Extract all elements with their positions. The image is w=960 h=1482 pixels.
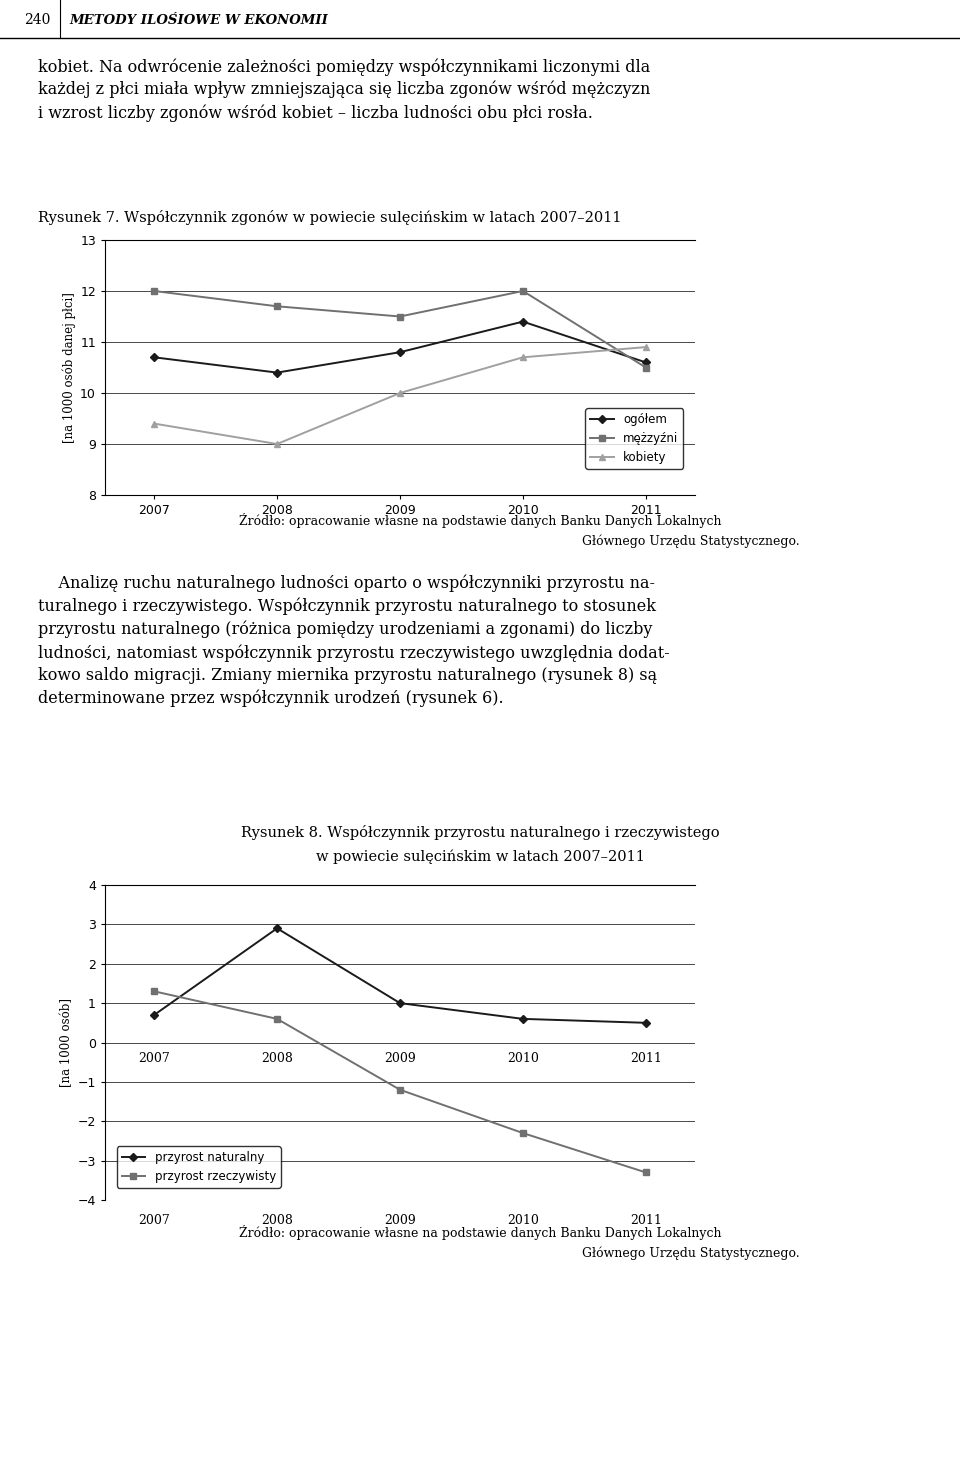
Text: METODY ILOŚIOWE W EKONOMII: METODY ILOŚIOWE W EKONOMII: [69, 13, 328, 27]
kobiety: [640, 338, 652, 356]
ogółem: [272, 363, 283, 381]
mężzyźni: [517, 282, 529, 299]
Line: przyrost naturalny: przyrost naturalny: [151, 925, 649, 1026]
przyrost rzeczywisty: [517, 1125, 529, 1143]
mężzyźni: [640, 359, 652, 376]
kobiety: [149, 415, 160, 433]
Text: 2007: 2007: [138, 1052, 170, 1066]
Text: Rysunek 8. Współczynnik przyrostu naturalnego i rzeczywistego: Rysunek 8. Współczynnik przyrostu natura…: [241, 825, 719, 840]
kobiety: [395, 384, 406, 402]
przyrost rzeczywisty: [640, 1163, 652, 1181]
Text: Głównego Urzędu Statystycznego.: Głównego Urzędu Statystycznego.: [583, 535, 800, 548]
Line: ogółem: ogółem: [151, 319, 649, 376]
Text: 2008: 2008: [261, 1052, 293, 1066]
Text: Głównego Urzędu Statystycznego.: Głównego Urzędu Statystycznego.: [583, 1246, 800, 1261]
Text: w powiecie sulęcińskim w latach 2007–2011: w powiecie sulęcińskim w latach 2007–201…: [316, 851, 644, 864]
przyrost rzeczywisty: [149, 983, 160, 1000]
Text: ludności, natomiast współczynnik przyrostu rzeczywistego uwzględnia dodat-: ludności, natomiast współczynnik przyros…: [38, 645, 670, 661]
przyrost naturalny: [395, 994, 406, 1012]
Text: Analizę ruchu naturalnego ludności oparto o współczynniki przyrostu na-: Analizę ruchu naturalnego ludności opart…: [38, 575, 656, 593]
Text: determinowane przez współczynnik urodzeń (rysunek 6).: determinowane przez współczynnik urodzeń…: [38, 691, 504, 707]
Text: 2010: 2010: [507, 1214, 539, 1227]
mężzyźni: [395, 308, 406, 326]
ogółem: [640, 354, 652, 372]
Text: przyrostu naturalnego (różnica pomiędzy urodzeniami a zgonami) do liczby: przyrostu naturalnego (różnica pomiędzy …: [38, 621, 653, 639]
Line: kobiety: kobiety: [151, 344, 649, 448]
Text: Źródło: opracowanie własne na podstawie danych Banku Danych Lokalnych: Źródło: opracowanie własne na podstawie …: [239, 513, 721, 528]
przyrost naturalny: [149, 1006, 160, 1024]
Text: 2011: 2011: [630, 1052, 661, 1066]
Text: 2011: 2011: [630, 1214, 661, 1227]
Text: turalnego i rzeczywistego. Współczynnik przyrostu naturalnego to stosunek: turalnego i rzeczywistego. Współczynnik …: [38, 599, 657, 615]
ogółem: [149, 348, 160, 366]
przyrost naturalny: [640, 1014, 652, 1031]
przyrost rzeczywisty: [395, 1080, 406, 1098]
Text: każdej z płci miała wpływ zmniejszająca się liczba zgonów wśród mężczyzn: każdej z płci miała wpływ zmniejszająca …: [38, 82, 651, 98]
Text: Źródło: opracowanie własne na podstawie danych Banku Danych Lokalnych: Źródło: opracowanie własne na podstawie …: [239, 1226, 721, 1240]
Text: 240: 240: [24, 13, 50, 27]
Line: mężzyźni: mężzyźni: [151, 288, 649, 370]
Text: 2008: 2008: [261, 1214, 293, 1227]
Line: przyrost rzeczywisty: przyrost rzeczywisty: [151, 988, 649, 1175]
Text: i wzrost liczby zgonów wśród kobiet – liczba ludności obu płci rosła.: i wzrost liczby zgonów wśród kobiet – li…: [38, 104, 593, 122]
Legend: przyrost naturalny, przyrost rzeczywisty: przyrost naturalny, przyrost rzeczywisty: [117, 1147, 280, 1187]
Legend: ogółem, mężzyźni, kobiety: ogółem, mężzyźni, kobiety: [586, 409, 684, 468]
kobiety: [517, 348, 529, 366]
przyrost naturalny: [272, 919, 283, 937]
mężzyźni: [149, 282, 160, 299]
Text: 2009: 2009: [384, 1214, 416, 1227]
Text: 2010: 2010: [507, 1052, 539, 1066]
przyrost naturalny: [517, 1011, 529, 1029]
przyrost rzeczywisty: [272, 1011, 283, 1029]
Text: Rysunek 7. Współczynnik zgonów w powiecie sulęcińskim w latach 2007–2011: Rysunek 7. Współczynnik zgonów w powieci…: [38, 210, 622, 225]
ogółem: [395, 344, 406, 362]
Text: kobiet. Na odwrócenie zależności pomiędzy współczynnikami liczonymi dla: kobiet. Na odwrócenie zależności pomiędz…: [38, 58, 651, 76]
Y-axis label: [na 1000 osób]: [na 1000 osób]: [60, 997, 73, 1086]
Y-axis label: [na 1000 osób danej płci]: [na 1000 osób danej płci]: [62, 292, 76, 443]
ogółem: [517, 313, 529, 330]
kobiety: [272, 436, 283, 453]
Text: kowo saldo migracji. Zmiany miernika przyrostu naturalnego (rysunek 8) są: kowo saldo migracji. Zmiany miernika prz…: [38, 667, 658, 685]
mężzyźni: [272, 298, 283, 316]
Text: 2009: 2009: [384, 1052, 416, 1066]
Text: 2007: 2007: [138, 1214, 170, 1227]
